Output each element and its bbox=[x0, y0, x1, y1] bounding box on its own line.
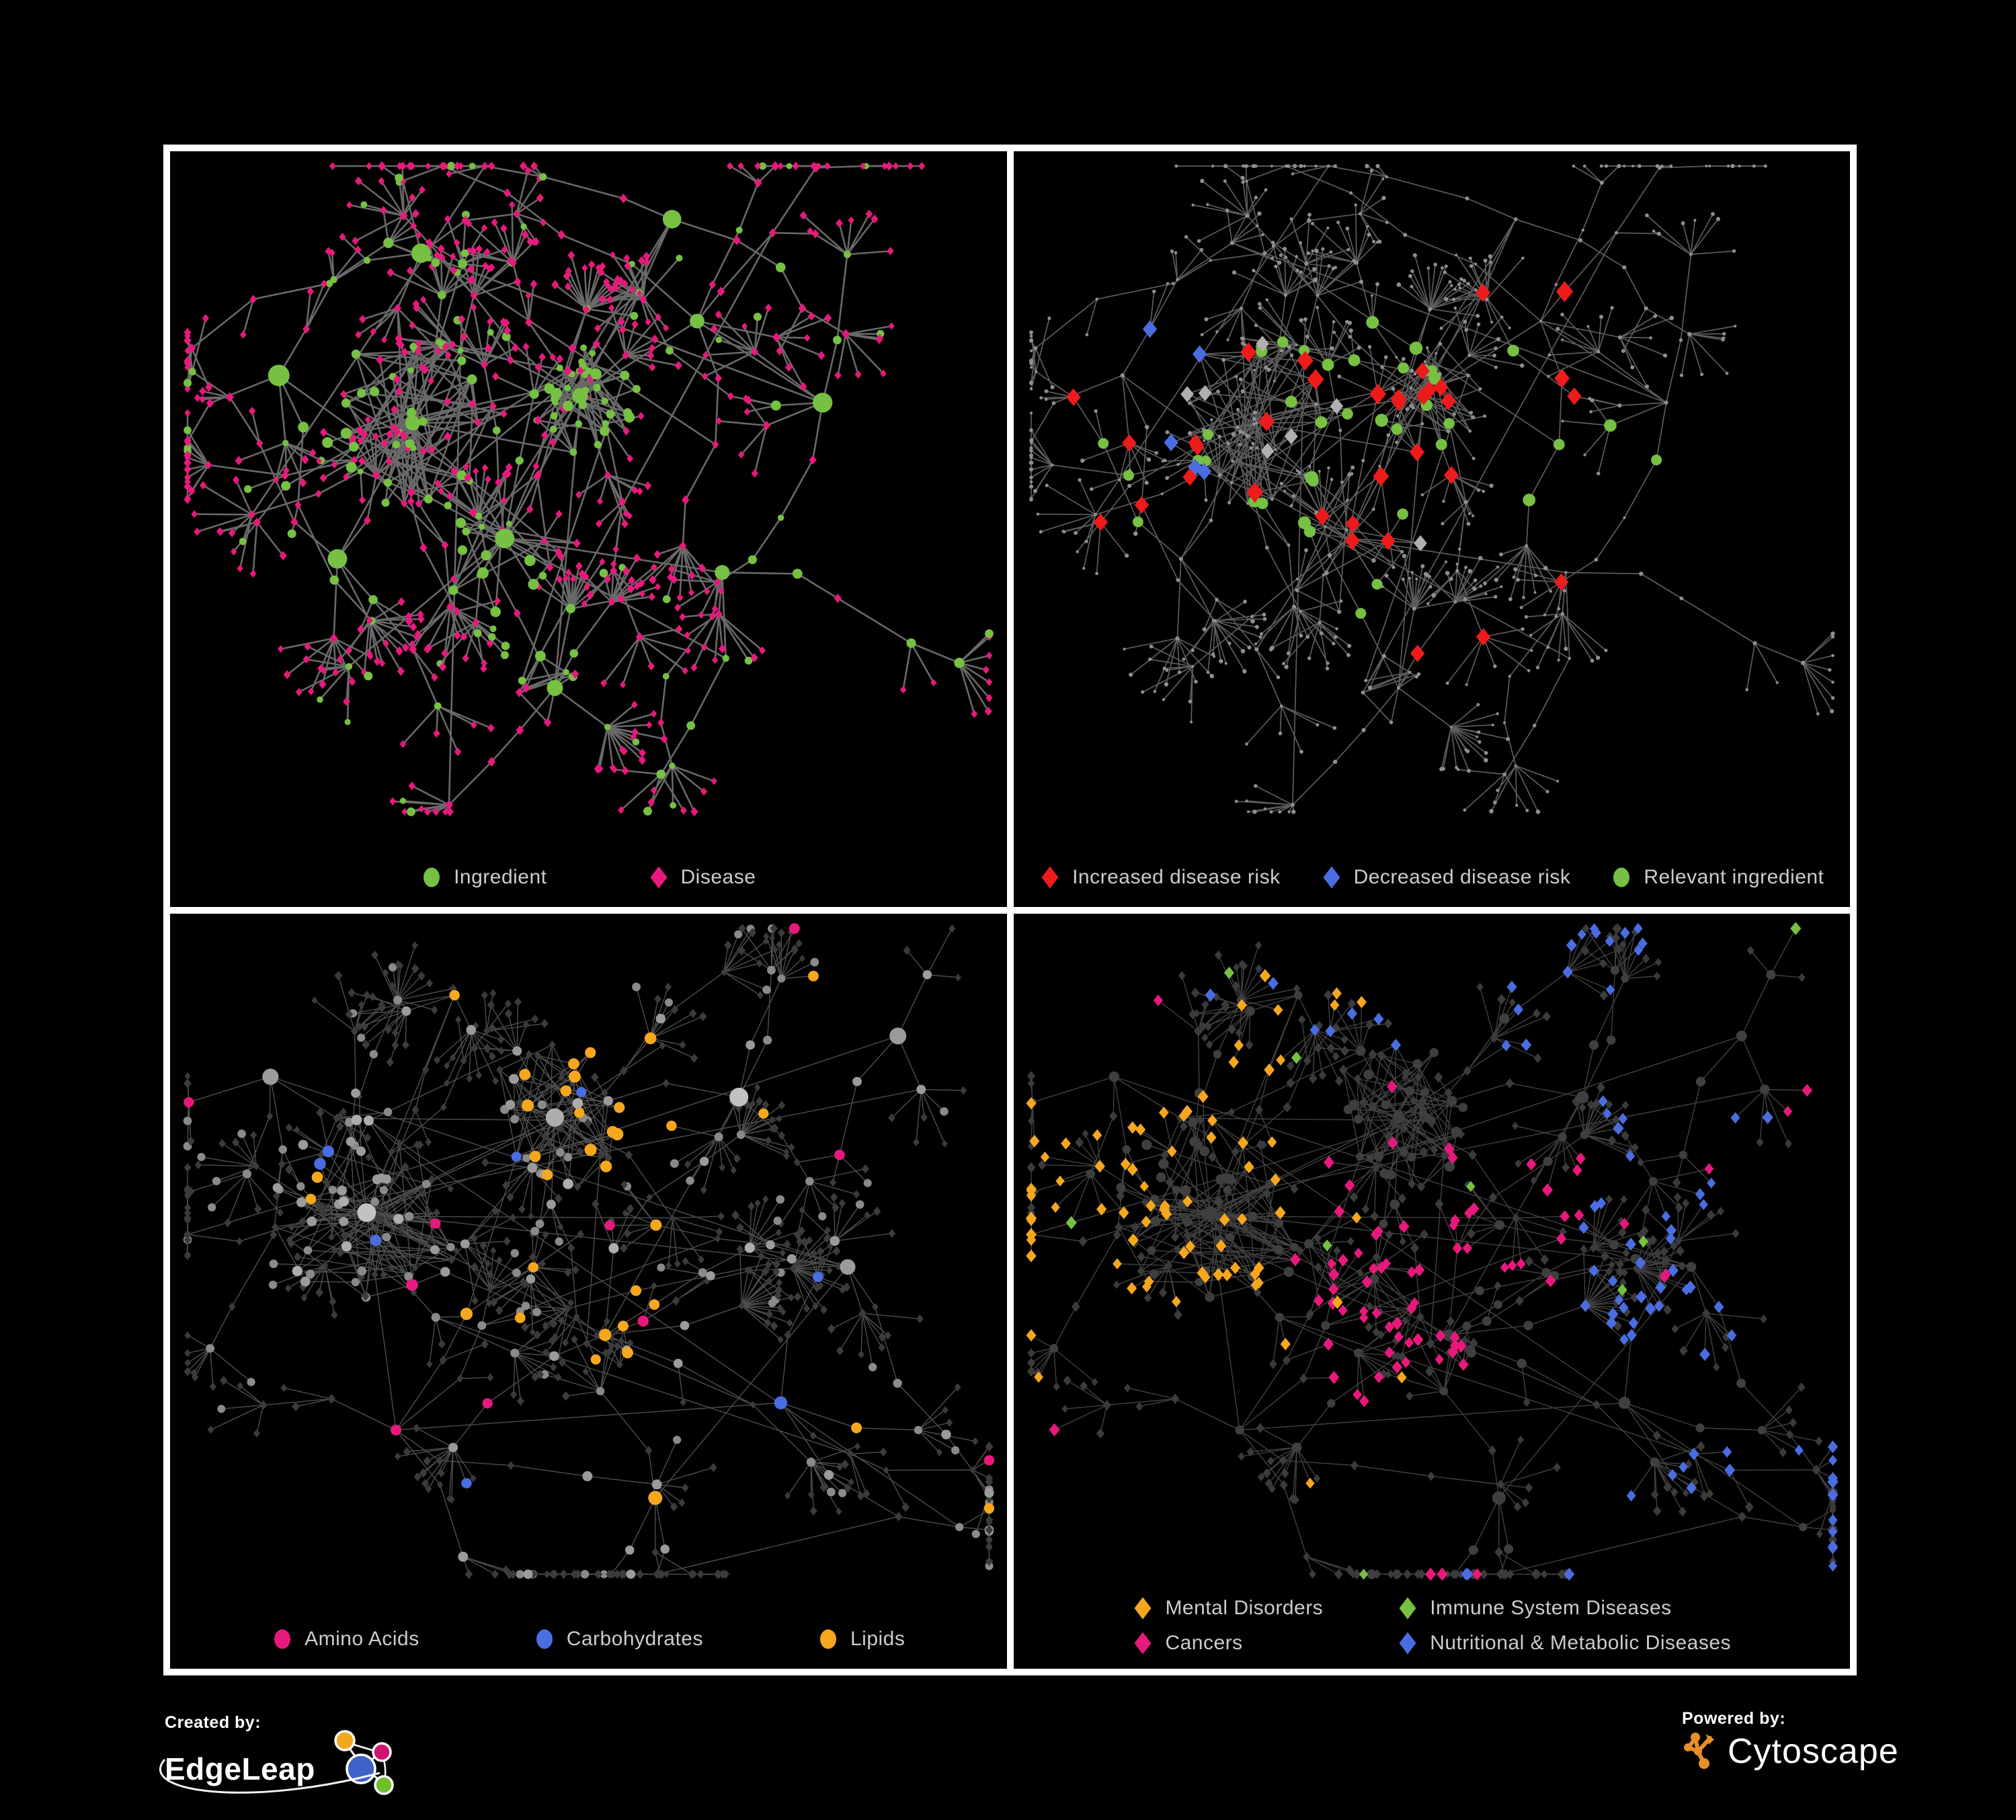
cytoscape-logo: Powered by: Cytoscape bbox=[1682, 1709, 1899, 1772]
legend-item-ingredient: Ingredient bbox=[421, 865, 547, 889]
edgeleap-logo: Created by: EdgeLeap bbox=[159, 1713, 401, 1803]
legend-ingredient-classes: Amino Acids Carbohydrates Lipids bbox=[170, 1627, 1007, 1651]
legend-label: Amino Acids bbox=[305, 1628, 419, 1650]
decreased-disease-risk-diamond-icon bbox=[1323, 866, 1340, 888]
legend-item-cancers: Cancers bbox=[1132, 1631, 1323, 1655]
edgeleap-logo-icon bbox=[334, 1730, 394, 1795]
powered-by-label: Powered by: bbox=[1682, 1709, 1786, 1728]
legend-disease-classes: Mental Disorders Immune System Diseases Ca… bbox=[1014, 1596, 1851, 1655]
legend-label: Carbohydrates bbox=[566, 1628, 703, 1650]
legend-label: Mental Disorders bbox=[1165, 1597, 1324, 1619]
ingredient-classes-network-graph bbox=[183, 922, 995, 1579]
legend-label: Immune System Diseases bbox=[1430, 1597, 1672, 1619]
cancers-diamond-icon bbox=[1134, 1632, 1152, 1655]
legend-label: Ingredient bbox=[454, 865, 547, 888]
panel-disease-risk: Increased disease risk Decreased disease … bbox=[1013, 151, 1851, 907]
legend-item-increased-disease-risk: Increased disease risk bbox=[1039, 865, 1280, 889]
amino-acids-circle-icon bbox=[274, 1629, 291, 1649]
edgeleap-wordmark: EdgeLeap bbox=[165, 1751, 315, 1786]
disease-classes-network-graph bbox=[1025, 921, 1839, 1581]
legend-label: Lipids bbox=[850, 1628, 905, 1650]
disease-diamond-icon bbox=[650, 866, 668, 888]
panel-disease-classes: Mental Disorders Immune System Diseases Ca… bbox=[1013, 913, 1851, 1669]
legend-item-amino-acids: Amino Acids bbox=[272, 1627, 419, 1651]
ingredient-circle-icon bbox=[424, 867, 440, 887]
legend-item-carbohydrates: Carbohydrates bbox=[534, 1627, 703, 1651]
cytoscape-wordmark: Cytoscape bbox=[1728, 1732, 1899, 1771]
relevant-ingredient-circle-icon bbox=[1613, 867, 1630, 887]
lipids-circle-icon bbox=[819, 1629, 836, 1649]
immune-system-diseases-diamond-icon bbox=[1399, 1597, 1416, 1620]
nutritional-metabolic-diseases-diamond-icon bbox=[1399, 1632, 1416, 1655]
ingredient-disease-network-graph bbox=[184, 161, 994, 817]
carbohydrates-circle-icon bbox=[536, 1629, 553, 1649]
legend-label: Decreased disease risk bbox=[1353, 865, 1571, 888]
legend-ingredient-disease: Ingredient Disease bbox=[170, 865, 1007, 889]
legend-item-disease: Disease bbox=[648, 865, 756, 889]
legend-item-mental-disorders: Mental Disorders bbox=[1132, 1596, 1323, 1620]
legend-label: Increased disease risk bbox=[1072, 865, 1281, 888]
legend-item-relevant-ingredient: Relevant ingredient bbox=[1611, 865, 1824, 889]
legend-label: Relevant ingredient bbox=[1644, 865, 1824, 888]
legend-item-lipids: Lipids bbox=[817, 1627, 905, 1651]
panel-ingredient-classes: Amino Acids Carbohydrates Lipids bbox=[170, 913, 1007, 1669]
created-by-label: Created by: bbox=[165, 1713, 261, 1732]
legend-label: Cancers bbox=[1165, 1632, 1243, 1654]
mental-disorders-diamond-icon bbox=[1134, 1597, 1152, 1620]
figure-grid: Ingredient Disease Increased disease risk… bbox=[163, 145, 1857, 1675]
legend-item-decreased-disease-risk: Decreased disease risk bbox=[1321, 865, 1571, 889]
panel-ingredient-disease: Ingredient Disease bbox=[170, 151, 1007, 907]
disease-risk-network-graph bbox=[1029, 163, 1835, 814]
cytoscape-logo-icon bbox=[1684, 1733, 1714, 1769]
legend-disease-risk: Increased disease risk Decreased disease … bbox=[1014, 865, 1851, 889]
legend-label: Disease bbox=[680, 865, 756, 888]
legend-item-immune-system-diseases: Immune System Diseases bbox=[1397, 1596, 1731, 1620]
increased-disease-risk-diamond-icon bbox=[1041, 866, 1059, 888]
legend-label: Nutritional & Metabolic Diseases bbox=[1430, 1632, 1732, 1654]
legend-item-nutritional-metabolic-diseases: Nutritional & Metabolic Diseases bbox=[1397, 1631, 1731, 1655]
